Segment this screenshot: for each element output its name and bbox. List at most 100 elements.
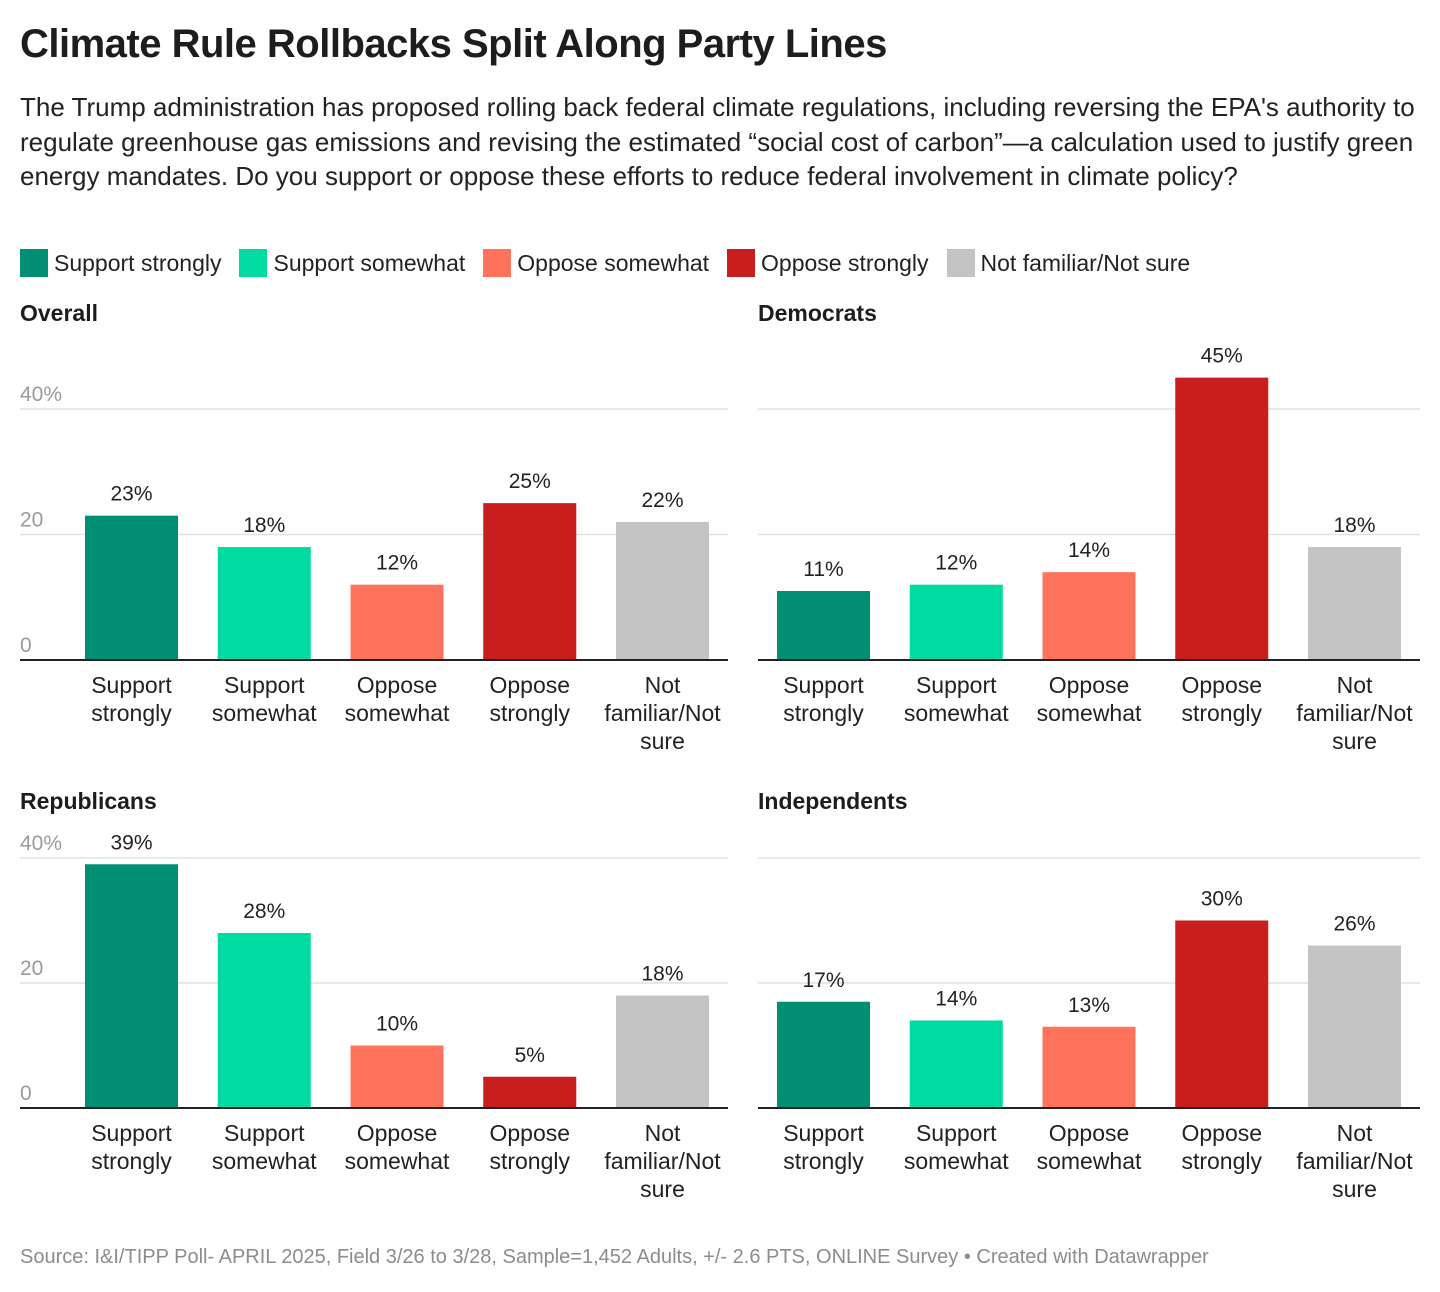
- x-tick-label: Oppose somewhat: [1037, 1120, 1142, 1174]
- panel-overall: Overall 0 20 40% 23% Support strongly 18% Suppo…: [20, 300, 740, 754]
- x-tick-label: Support strongly: [91, 1120, 172, 1174]
- x-tick-label-line: strongly: [91, 1148, 172, 1174]
- x-tick-label: Support strongly: [91, 672, 172, 726]
- x-tick-label: Oppose strongly: [489, 1120, 570, 1174]
- x-tick-label-line: familiar/Not: [604, 700, 721, 726]
- panel-title: Independents: [758, 788, 908, 814]
- legend-item-support-strongly: Support strongly: [20, 249, 221, 277]
- panel-democrats: Democrats 11% Support strongly 12% Support so…: [758, 300, 1440, 754]
- legend-item-oppose-strongly: Oppose strongly: [727, 249, 929, 277]
- x-tick-label-line: Oppose: [357, 1120, 438, 1146]
- bar: [909, 1020, 1003, 1108]
- x-tick-label: Support somewhat: [904, 672, 1009, 726]
- chart-title: Climate Rule Rollbacks Split Along Party…: [20, 22, 887, 66]
- bar: [350, 584, 444, 660]
- legend-label: Oppose strongly: [761, 249, 929, 276]
- bar: [1308, 547, 1401, 660]
- x-tick-label-line: Oppose: [1181, 672, 1262, 698]
- x-tick-label-line: Not: [645, 1120, 681, 1146]
- x-tick-label-line: Not: [1337, 672, 1373, 698]
- x-tick-label-line: Support: [224, 672, 305, 698]
- data-label: 25%: [509, 470, 551, 493]
- x-tick-label-line: strongly: [1181, 1148, 1262, 1174]
- x-tick-label-line: somewhat: [345, 1148, 450, 1174]
- data-label: 5%: [515, 1044, 545, 1067]
- bar: [1175, 920, 1269, 1108]
- legend-item-support-somewhat: Support somewhat: [239, 249, 465, 277]
- x-tick-label-line: Oppose: [489, 1120, 570, 1146]
- x-tick-label-line: Support: [783, 672, 864, 698]
- x-tick-label-line: familiar/Not: [1296, 700, 1413, 726]
- bar: [1308, 945, 1401, 1108]
- bar: [1175, 377, 1269, 660]
- x-tick-label-line: Oppose: [1049, 672, 1130, 698]
- data-label: 26%: [1333, 913, 1375, 936]
- bar: [1042, 1026, 1136, 1108]
- bar: [616, 995, 709, 1108]
- bar: [483, 503, 577, 660]
- x-tick-label: Support strongly: [783, 1120, 864, 1174]
- data-label: 14%: [1068, 539, 1110, 562]
- bar: [1042, 572, 1136, 660]
- data-label: 39%: [110, 831, 152, 854]
- x-tick-label-line: strongly: [489, 1148, 570, 1174]
- panel-title: Overall: [20, 300, 98, 326]
- data-label: 14%: [935, 988, 977, 1011]
- bar: [616, 521, 709, 660]
- x-tick-label-line: somewhat: [904, 1148, 1009, 1174]
- legend-swatch: [727, 249, 756, 277]
- x-tick-label-line: somewhat: [345, 700, 450, 726]
- x-tick-label-line: Oppose: [489, 672, 570, 698]
- x-tick-label-line: strongly: [783, 1148, 864, 1174]
- x-tick-label: Oppose somewhat: [345, 672, 450, 726]
- x-tick-label: Oppose somewhat: [1037, 672, 1142, 726]
- data-label: 23%: [110, 483, 152, 506]
- legend-swatch: [20, 249, 48, 277]
- legend-swatch: [239, 249, 268, 277]
- x-tick-label: Not familiar/Not sure: [604, 672, 721, 754]
- y-tick-label: 40%: [20, 383, 62, 406]
- data-label: 18%: [243, 514, 285, 537]
- y-tick-label: 20: [20, 509, 43, 532]
- x-tick-label-line: sure: [1332, 1176, 1377, 1202]
- bar: [777, 590, 870, 660]
- y-tick-label: 40%: [20, 832, 62, 855]
- data-label: 18%: [1333, 514, 1375, 537]
- panel-independents: Independents 17% Support strongly 14% Suppor…: [758, 788, 1440, 1228]
- x-tick-label-line: Support: [91, 672, 172, 698]
- x-tick-label: Oppose strongly: [489, 672, 570, 726]
- data-label: 18%: [641, 963, 683, 986]
- data-label: 12%: [935, 552, 977, 575]
- legend-item-oppose-somewhat: Oppose somewhat: [483, 249, 709, 277]
- data-label: 13%: [1068, 994, 1110, 1017]
- legend-swatch: [946, 249, 975, 277]
- x-tick-label-line: Oppose: [1049, 1120, 1130, 1146]
- x-tick-label-line: Not: [1337, 1120, 1373, 1146]
- x-tick-label-line: Support: [224, 1120, 305, 1146]
- bar: [909, 584, 1003, 660]
- bar: [217, 547, 311, 660]
- legend-label: Oppose somewhat: [517, 249, 710, 276]
- legend-label: Support somewhat: [273, 249, 466, 276]
- data-label: 10%: [376, 1013, 418, 1036]
- data-label: 28%: [243, 900, 285, 923]
- bar: [217, 933, 311, 1108]
- x-tick-label-line: somewhat: [1037, 1148, 1142, 1174]
- x-tick-label-line: Support: [916, 672, 997, 698]
- x-tick-label-line: Support: [916, 1120, 997, 1146]
- x-tick-label-line: somewhat: [212, 1148, 317, 1174]
- bar: [85, 864, 178, 1108]
- panel-republicans: Republicans 0 20 40% 39% Support strongly 28% S…: [20, 788, 740, 1228]
- x-tick-label: Not familiar/Not sure: [604, 1120, 721, 1202]
- x-tick-label: Oppose somewhat: [345, 1120, 450, 1174]
- data-label: 22%: [641, 489, 683, 512]
- x-tick-label-line: strongly: [91, 700, 172, 726]
- x-tick-label-line: somewhat: [904, 700, 1009, 726]
- bar: [85, 515, 178, 660]
- x-tick-label-line: familiar/Not: [604, 1148, 721, 1174]
- x-tick-label: Oppose strongly: [1181, 672, 1262, 726]
- x-tick-label: Not familiar/Not sure: [1296, 672, 1413, 754]
- x-tick-label-line: Support: [783, 1120, 864, 1146]
- bar: [350, 1045, 444, 1108]
